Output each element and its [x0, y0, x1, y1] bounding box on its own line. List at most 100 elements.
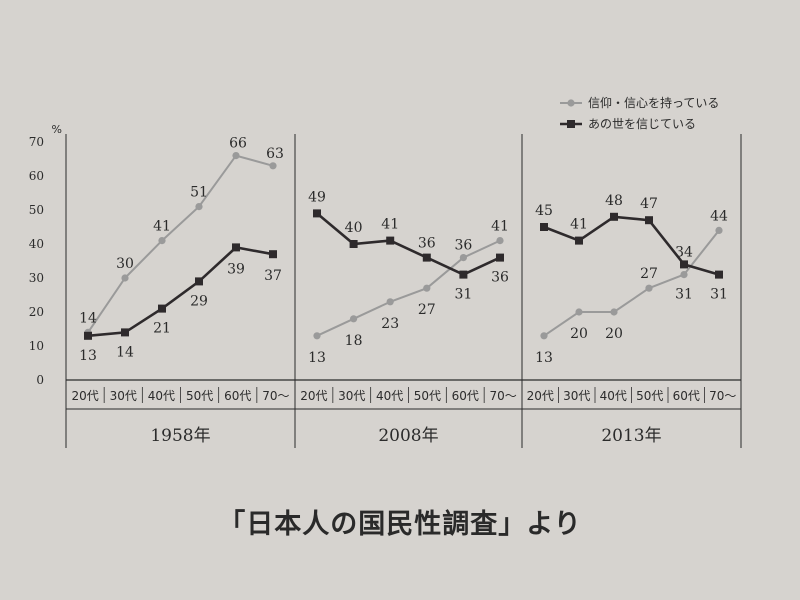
- series-line-1: [543, 215, 720, 276]
- data-label: 20: [605, 326, 623, 342]
- data-label: 30: [116, 256, 134, 272]
- y-tick-label-60: 60: [29, 169, 44, 183]
- y-tick-label-30: 30: [29, 271, 44, 285]
- data-point: [232, 243, 240, 252]
- panel-title: 1958年: [150, 426, 210, 446]
- data-label: 36: [418, 236, 436, 252]
- y-tick-label-10: 10: [29, 339, 44, 353]
- data-label: 41: [381, 217, 399, 233]
- data-label: 31: [454, 287, 472, 303]
- data-point: [459, 270, 468, 279]
- data-label: 31: [710, 287, 728, 303]
- category-label: 70〜: [489, 389, 516, 403]
- y-tick-label-70: 70: [29, 135, 44, 149]
- data-point: [121, 274, 129, 282]
- data-label: 13: [535, 350, 553, 366]
- data-label: 45: [535, 203, 553, 219]
- data-point: [158, 237, 166, 245]
- data-point: [158, 304, 166, 313]
- data-point: [645, 216, 653, 225]
- data-label: 29: [190, 293, 208, 309]
- data-point: [459, 254, 467, 262]
- panel-2008年: 20代 30代 40代 50代 60代 70〜 2008年 13 18 23 27 36 41 49 40 4…: [300, 189, 516, 446]
- series-line-0: [316, 239, 501, 337]
- category-label: 50代: [636, 389, 663, 403]
- category-label: 50代: [186, 389, 213, 403]
- data-label: 51: [190, 185, 208, 201]
- category-label: 60代: [224, 389, 251, 403]
- chart-panels: 20代 30代 40代 50代 60代 70〜 1958年 14 30 41 51 66 63 13 14 2…: [71, 136, 736, 446]
- data-point: [422, 253, 431, 262]
- data-label: 27: [640, 266, 658, 282]
- legend-label-0: 信仰・信心を持っている: [588, 95, 719, 110]
- data-label: 41: [570, 217, 588, 233]
- category-label: 30代: [110, 389, 137, 403]
- data-point: [715, 226, 723, 234]
- data-label: 44: [710, 208, 728, 224]
- category-label: 70〜: [262, 389, 289, 403]
- category-label: 60代: [673, 389, 700, 403]
- data-point: [313, 209, 321, 218]
- category-label: 50代: [414, 389, 441, 403]
- data-label: 63: [266, 146, 284, 162]
- panel-title: 2008年: [378, 426, 438, 446]
- data-point: [350, 315, 358, 323]
- category-label: 60代: [452, 389, 479, 403]
- y-axis: % 0 10 20 30 40 50 60 70: [29, 123, 62, 387]
- category-label: 30代: [338, 389, 365, 403]
- data-point: [496, 237, 504, 245]
- data-point: [645, 284, 653, 292]
- series-line-0: [87, 154, 274, 333]
- series-line-1: [316, 212, 501, 277]
- data-label: 23: [381, 316, 399, 332]
- data-point: [496, 253, 504, 262]
- series-line-1: [87, 246, 274, 338]
- data-label: 13: [79, 348, 97, 364]
- data-point: [84, 331, 92, 340]
- data-point: [195, 277, 203, 286]
- data-label: 40: [345, 220, 363, 236]
- data-point: [575, 236, 583, 245]
- y-unit-label: %: [52, 123, 62, 136]
- category-label: 70〜: [709, 389, 736, 403]
- data-label: 48: [605, 193, 623, 209]
- data-label: 37: [264, 268, 282, 284]
- y-tick-label-50: 50: [29, 203, 44, 217]
- data-point: [610, 308, 618, 316]
- data-label: 66: [229, 136, 247, 152]
- panel-2013年: 20代 30代 40代 50代 60代 70〜 2013年 13 20 20 27 31 44 45 41 4…: [527, 193, 737, 446]
- data-label: 47: [640, 196, 658, 212]
- data-point: [423, 284, 431, 292]
- data-label: 14: [116, 344, 134, 360]
- data-label: 14: [79, 310, 97, 326]
- data-point: [680, 271, 688, 279]
- data-label: 49: [308, 189, 326, 205]
- data-point: [386, 298, 394, 306]
- data-label: 36: [491, 270, 509, 286]
- data-point: [349, 240, 358, 248]
- data-point: [575, 308, 583, 316]
- data-label: 41: [153, 219, 171, 235]
- data-point: [313, 332, 321, 340]
- category-label: 40代: [148, 389, 175, 403]
- data-point: [195, 203, 203, 211]
- chart-frame: [65, 134, 742, 448]
- category-label: 20代: [71, 389, 98, 403]
- source-caption: 「日本人の国民性調査」より: [218, 509, 582, 540]
- legend-label-1: あの世を信じている: [588, 117, 696, 131]
- data-point: [540, 332, 548, 340]
- data-label: 36: [454, 238, 472, 254]
- data-label: 27: [418, 302, 436, 318]
- data-label: 41: [491, 219, 509, 235]
- y-tick-label-0: 0: [36, 373, 44, 387]
- panel-title: 2013年: [601, 426, 661, 446]
- data-point: [121, 328, 129, 337]
- data-label: 21: [153, 321, 171, 337]
- category-label: 20代: [527, 389, 554, 403]
- category-label: 20代: [300, 389, 327, 403]
- data-label: 18: [345, 333, 363, 349]
- data-point: [386, 236, 395, 245]
- y-tick-label-40: 40: [29, 237, 44, 251]
